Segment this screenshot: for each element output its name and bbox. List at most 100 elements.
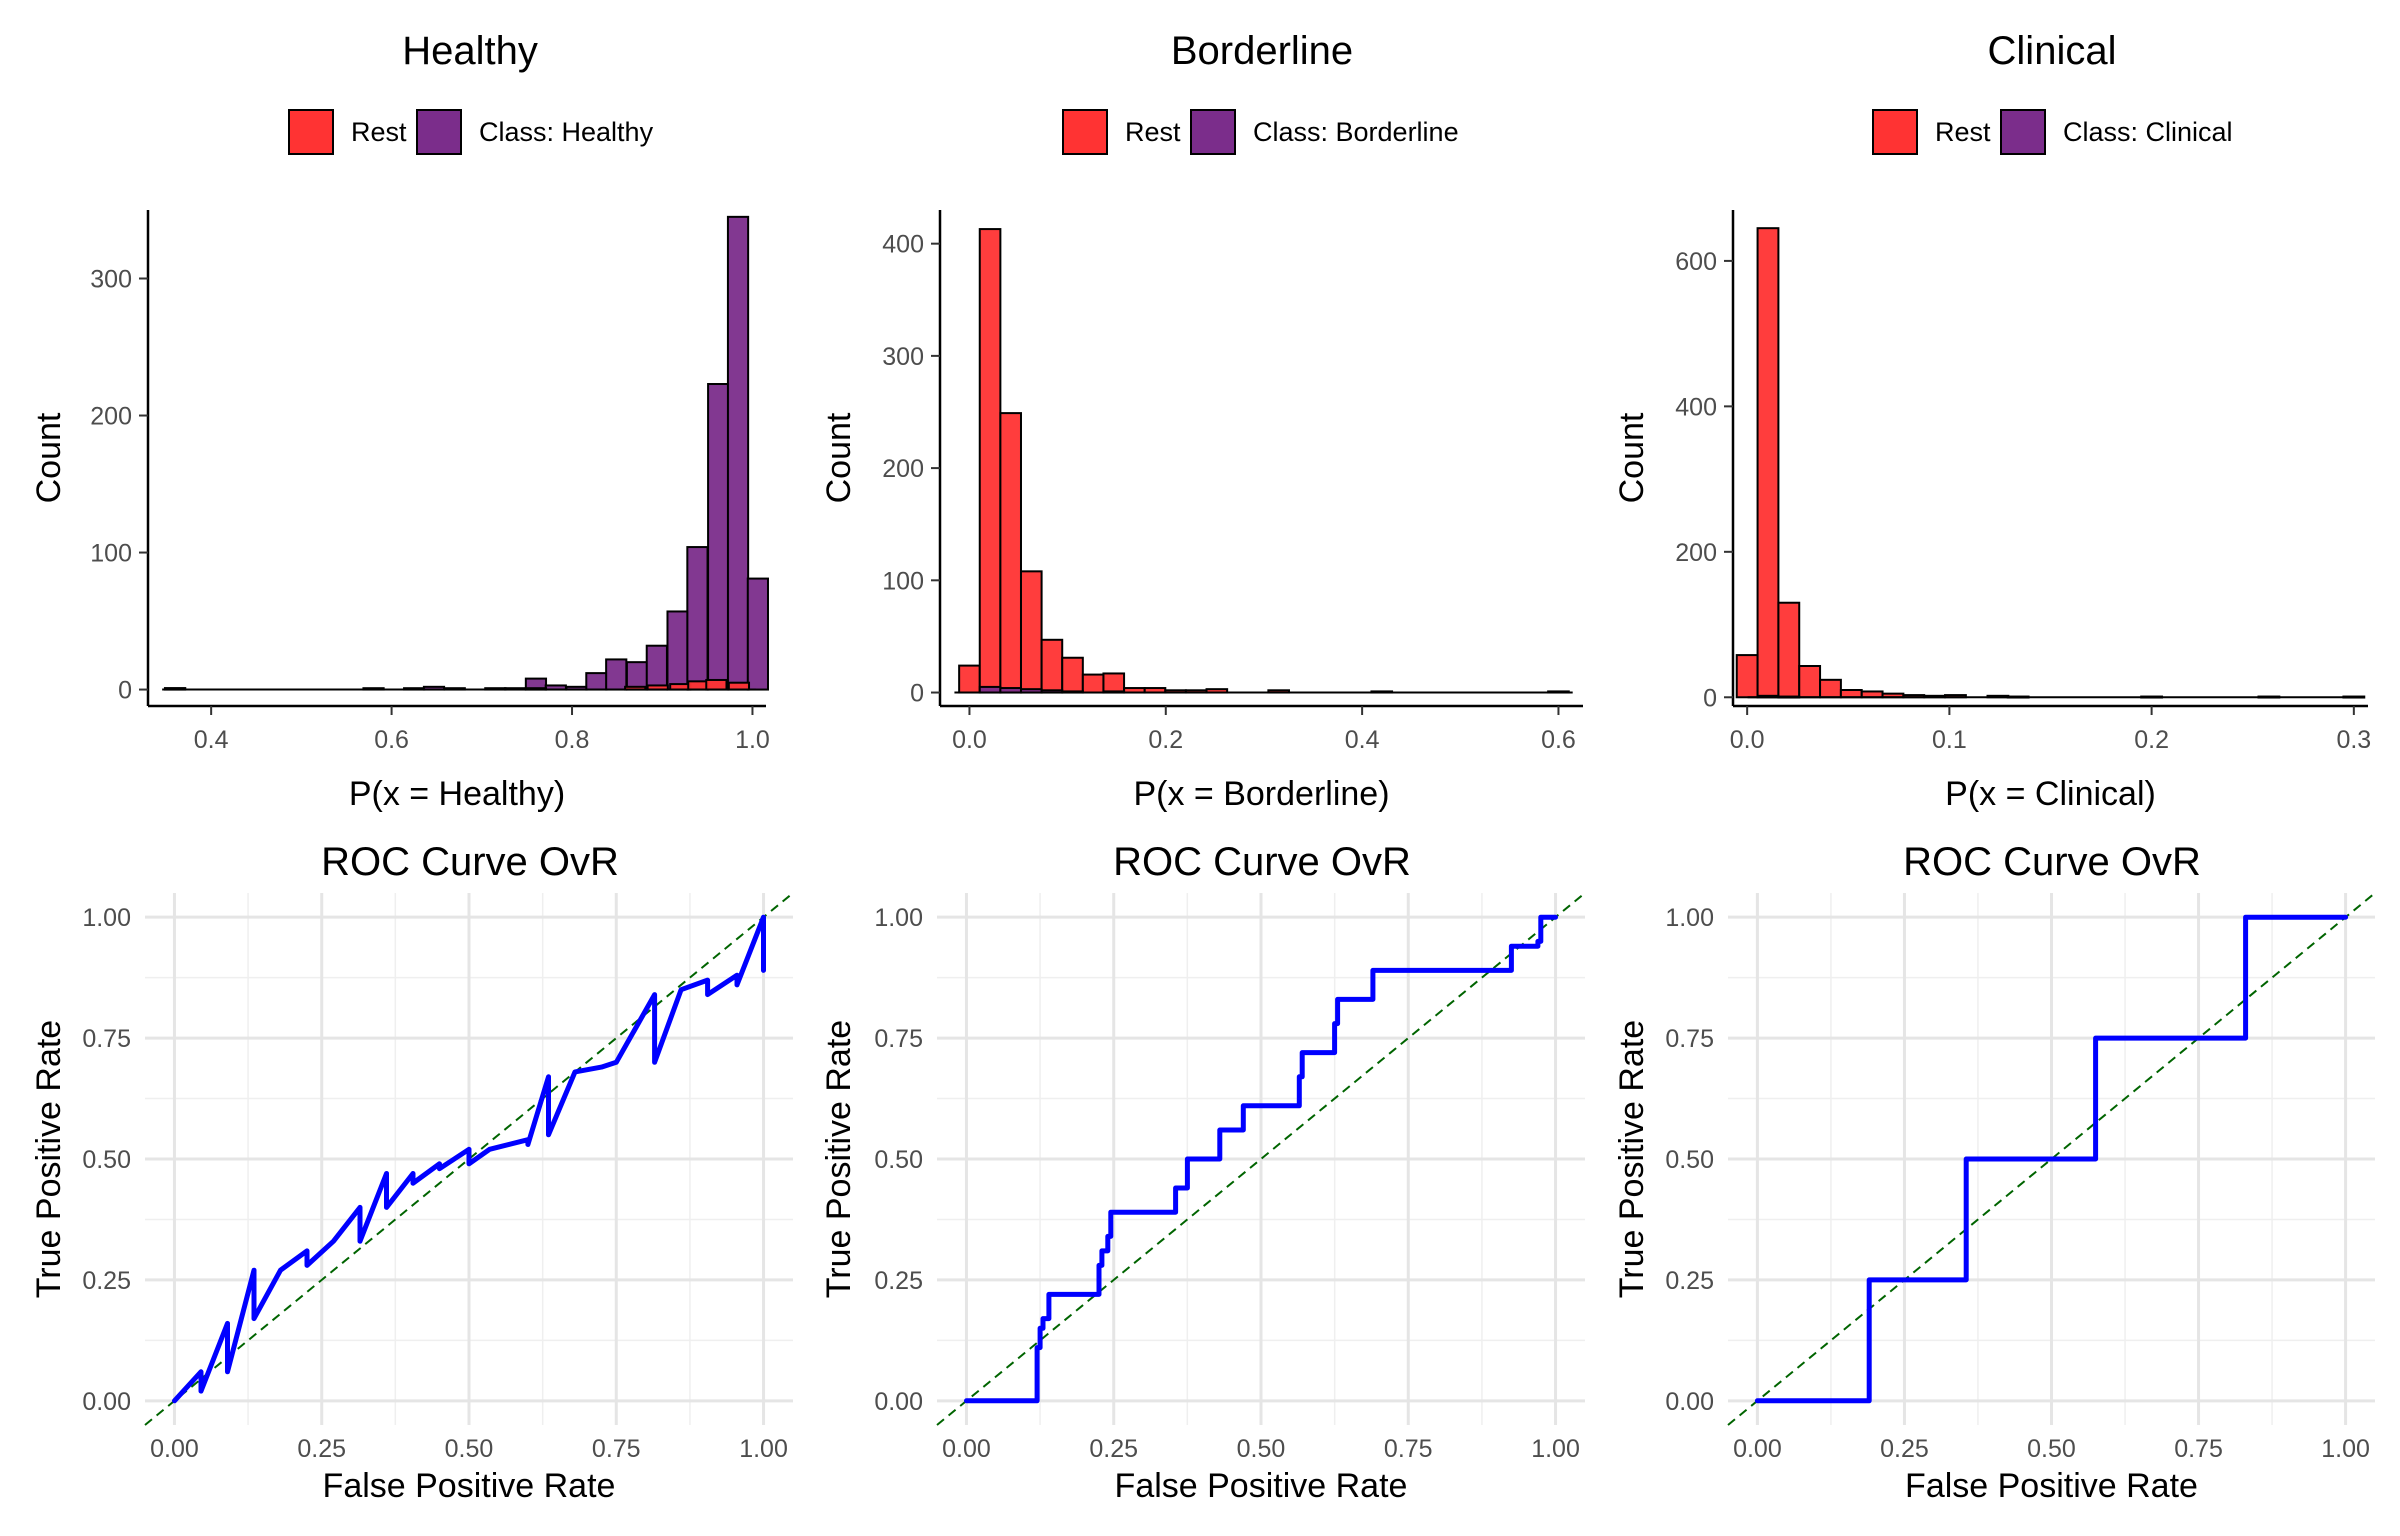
- y-tick-label: 1.00: [874, 904, 923, 932]
- legend-key-rest: [1062, 109, 1108, 155]
- reference-diagonal-line: [144, 892, 794, 1426]
- roc-curve-line: [964, 914, 1558, 1404]
- panel-title: ROC Curve OvR: [1113, 840, 1411, 884]
- histogram-bar-rest: [1040, 638, 1064, 694]
- histogram-bar-class: [645, 644, 668, 691]
- roc-panel-3: ROC Curve OvR 0.00 0.00 0.25 0.25 0.50 0.50 0.7…: [1613, 840, 2376, 1505]
- y-tick-label: 200: [1675, 539, 1717, 567]
- x-tick-label: 0.6: [1541, 726, 1576, 754]
- y-tick-label: 300: [882, 343, 924, 371]
- y-tick-label: 400: [1675, 393, 1717, 421]
- y-tick-label: 0.50: [874, 1146, 923, 1174]
- x-tick-label: 1.00: [1531, 1435, 1580, 1463]
- histogram-bar-rest: [1735, 654, 1759, 699]
- histogram-bar-rest: [999, 412, 1022, 694]
- x-tick-label: 0.4: [1345, 726, 1380, 754]
- x-tick-label: 0.0: [1730, 726, 1765, 754]
- x-tick-label: 0.25: [1089, 1435, 1138, 1463]
- y-tick-label: 200: [90, 403, 132, 431]
- y-tick-label: 0.75: [1665, 1025, 1714, 1053]
- x-tick-label: 0.25: [297, 1435, 346, 1463]
- y-tick-label: 0.50: [1665, 1146, 1714, 1174]
- x-axis-title: P(x = Healthy): [349, 775, 565, 813]
- legend: Rest Class: Healthy: [288, 109, 654, 155]
- legend-label-class: Class: Clinical: [2063, 117, 2233, 147]
- histogram-bar-class: [666, 610, 689, 691]
- x-tick-label: 0.4: [194, 726, 229, 754]
- histogram-panel-3: Clinical Rest Class: Clinical 0.0 0.1 0.2 0.3 0…: [1613, 29, 2371, 813]
- x-tick-label: 0.75: [592, 1435, 641, 1463]
- x-axis-title: False Positive Rate: [1115, 1467, 1408, 1505]
- x-tick-label: 0.75: [1384, 1435, 1433, 1463]
- x-axis-title: False Positive Rate: [323, 1467, 616, 1505]
- y-tick-label: 1.00: [82, 904, 131, 932]
- x-tick-label: 0.00: [150, 1435, 199, 1463]
- x-tick-label: 0.2: [1148, 726, 1183, 754]
- x-tick-label: 0.1: [1932, 726, 1967, 754]
- reference-diagonal-line: [936, 892, 1586, 1426]
- x-tick-label: 0.50: [2027, 1435, 2076, 1463]
- x-tick-label: 0.3: [2336, 726, 2371, 754]
- histogram-panel-1: Healthy Rest Class: Healthy 0.4 0.6 0.8 1.0 0 10…: [30, 29, 770, 813]
- legend-label-rest: Rest: [1935, 117, 1991, 147]
- x-tick-label: 1.00: [739, 1435, 788, 1463]
- legend-key-rest: [1872, 109, 1918, 155]
- legend: Rest Class: Clinical: [1872, 109, 2233, 155]
- legend-label-class: Class: Healthy: [479, 117, 654, 147]
- histogram-panel-2: Borderline Rest Class: Borderline 0.0 0.2 0.4…: [820, 29, 1583, 813]
- y-axis-title: Count: [820, 412, 858, 503]
- histogram-bar-rest: [1019, 570, 1043, 694]
- y-axis-title: True Positive Rate: [1613, 1020, 1651, 1298]
- histogram-bar-class: [707, 383, 730, 691]
- y-tick-label: 400: [882, 231, 924, 259]
- x-tick-label: 0.00: [1733, 1435, 1782, 1463]
- histogram-bar-rest: [1839, 689, 1863, 699]
- y-tick-label: 0.75: [82, 1025, 131, 1053]
- legend-label-rest: Rest: [351, 117, 407, 147]
- y-tick-label: 0.00: [874, 1388, 923, 1416]
- x-tick-label: 0.50: [1237, 1435, 1286, 1463]
- histogram-bar-class: [625, 661, 649, 691]
- y-tick-label: 600: [1675, 248, 1717, 276]
- histogram-bar-rest: [705, 678, 728, 691]
- x-tick-label: 1.00: [2321, 1435, 2370, 1463]
- histogram-bar-rest: [1819, 678, 1842, 699]
- y-tick-label: 100: [90, 540, 132, 568]
- histogram-bar-class: [726, 215, 750, 691]
- histogram-bar-class: [605, 658, 628, 691]
- y-tick-label: 0.50: [82, 1146, 131, 1174]
- x-axis-title: P(x = Clinical): [1945, 775, 2156, 813]
- roc-curve-line: [1754, 914, 2349, 1404]
- panel-title: Borderline: [1171, 29, 1353, 73]
- legend-key-class: [2000, 109, 2046, 155]
- histogram-bar-rest: [1777, 601, 1801, 699]
- histogram-bar-class: [686, 546, 709, 691]
- histogram-bar-rest: [1081, 673, 1105, 694]
- x-tick-label: 0.0: [952, 726, 987, 754]
- y-tick-label: 0.00: [82, 1388, 131, 1416]
- y-tick-label: 0.75: [874, 1025, 923, 1053]
- x-axis-title: False Positive Rate: [1905, 1467, 2198, 1505]
- y-tick-label: 0.25: [1665, 1267, 1714, 1295]
- y-tick-label: 0.25: [82, 1267, 131, 1295]
- histogram-bar-rest: [958, 664, 981, 694]
- y-tick-label: 0: [910, 680, 924, 708]
- legend-label-class: Class: Borderline: [1253, 117, 1459, 147]
- panel-title: Healthy: [402, 29, 538, 73]
- legend-key-class: [1190, 109, 1236, 155]
- x-tick-label: 0.75: [2174, 1435, 2223, 1463]
- roc-curve-line: [172, 914, 766, 1404]
- legend-key-class: [416, 109, 462, 155]
- histogram-bar-rest: [1798, 665, 1822, 699]
- y-tick-label: 0: [1703, 684, 1717, 712]
- x-tick-label: 1.0: [735, 726, 770, 754]
- reference-diagonal-line: [1727, 892, 2376, 1426]
- x-axis-title: P(x = Borderline): [1133, 775, 1389, 813]
- legend-key-rest: [288, 109, 334, 155]
- panel-title: Clinical: [1988, 29, 2117, 73]
- roc-panel-1: ROC Curve OvR 0.00 0.00 0.25 0.25 0.50 0.50 0.7…: [30, 840, 794, 1505]
- legend-label-rest: Rest: [1125, 117, 1181, 147]
- x-tick-label: 0.25: [1880, 1435, 1929, 1463]
